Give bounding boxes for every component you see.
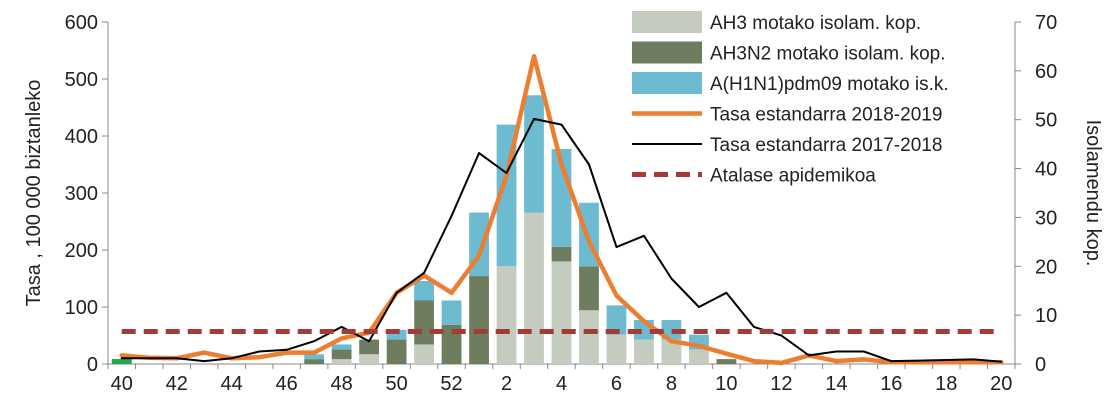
bar-segment	[661, 339, 682, 364]
bar-segment	[551, 261, 572, 364]
x-tick-label: 46	[276, 373, 298, 395]
bar-segment	[441, 300, 462, 325]
y-tick-label: 400	[65, 126, 98, 148]
x-tick-label: 42	[166, 373, 188, 395]
x-tick-label: 6	[611, 373, 622, 395]
bar-segment	[524, 212, 544, 364]
x-tick-label: 12	[770, 373, 792, 395]
bar-segment	[386, 339, 407, 364]
bar-segment	[331, 349, 352, 360]
x-tick-label: 8	[666, 373, 677, 395]
y-tick-label: 100	[65, 297, 98, 319]
bar-segment	[304, 354, 325, 360]
bar-segment	[606, 305, 627, 335]
y-tick-label: 0	[87, 354, 98, 376]
y2-axis-title: Isolamendu kop.	[1082, 120, 1104, 267]
series-line	[120, 117, 1003, 363]
series-line	[119, 53, 1004, 366]
x-tick-label: 44	[221, 373, 243, 395]
bar-segment	[606, 334, 627, 364]
x-tick-label: 2	[501, 373, 512, 395]
bar-segment	[331, 359, 352, 364]
bar-segment	[441, 324, 462, 364]
x-tick-label: 18	[935, 373, 957, 395]
bar-segment	[579, 310, 599, 364]
x-tick-label: 14	[825, 373, 847, 395]
bar-segment	[579, 266, 599, 311]
lines-group	[119, 53, 1004, 366]
bar-segment	[524, 95, 544, 213]
y2-tick-label: 60	[1035, 61, 1057, 83]
x-tick-label: 10	[715, 373, 737, 395]
y2-tick-label: 50	[1035, 110, 1057, 132]
legend-swatch	[632, 41, 702, 64]
y2-tick-label: 70	[1035, 12, 1057, 34]
y-axis-title: Tasa , 100 000 biztanleko	[23, 80, 45, 307]
y-tick-label: 500	[65, 69, 98, 91]
bar-segment	[386, 329, 407, 340]
legend-label: AH3 motako isolam. kop.	[710, 13, 921, 34]
x-tick-label: 40	[111, 373, 133, 395]
bar-segment	[469, 276, 489, 364]
bar-segment	[414, 280, 434, 301]
bar-segment	[551, 246, 572, 262]
bar-segment	[359, 339, 380, 355]
bar-segment	[661, 320, 682, 340]
bar-segment	[496, 266, 517, 364]
y-tick-label: 600	[65, 12, 98, 34]
legend-label: Atalase apidemikoa	[710, 166, 876, 187]
legend-swatch	[632, 72, 702, 94]
bar-segment	[331, 344, 352, 350]
bar-segment	[414, 344, 434, 364]
legend-label: Tasa estandarra 2018-2019	[710, 105, 942, 126]
y2-tick-label: 20	[1035, 256, 1057, 278]
legend-label: AH3N2 motako isolam. kop.	[710, 44, 946, 65]
x-tick-label: 50	[385, 373, 407, 395]
legend: AH3 motako isolam. kop. AH3N2 motako isol…	[632, 11, 949, 187]
bar-segment	[304, 359, 325, 364]
bar-segment	[689, 349, 709, 364]
y2-tick-label: 40	[1035, 159, 1057, 181]
bar-segment	[414, 300, 434, 345]
x-tick-label: 16	[880, 373, 902, 395]
bars-group	[111, 95, 737, 364]
bar-segment	[634, 339, 654, 364]
y2-tick-label: 0	[1035, 354, 1046, 376]
bar-segment	[716, 359, 737, 364]
bar-segment	[359, 354, 380, 364]
x-tick-label: 20	[990, 373, 1012, 395]
y-tick-label: 300	[65, 183, 98, 205]
x-tick-label: 48	[330, 373, 352, 395]
x-tick-label: 4	[556, 373, 567, 395]
y2-tick-label: 30	[1035, 207, 1057, 229]
bar-marker	[111, 359, 132, 364]
legend-label: Tasa estandarra 2017-2018	[710, 135, 942, 156]
legend-label: A(H1N1)pdm09 motako is.k.	[710, 74, 949, 95]
legend-swatch	[632, 11, 702, 33]
y2-tick-label: 10	[1035, 305, 1057, 327]
y-tick-label: 200	[65, 240, 98, 262]
x-tick-label: 52	[440, 373, 462, 395]
